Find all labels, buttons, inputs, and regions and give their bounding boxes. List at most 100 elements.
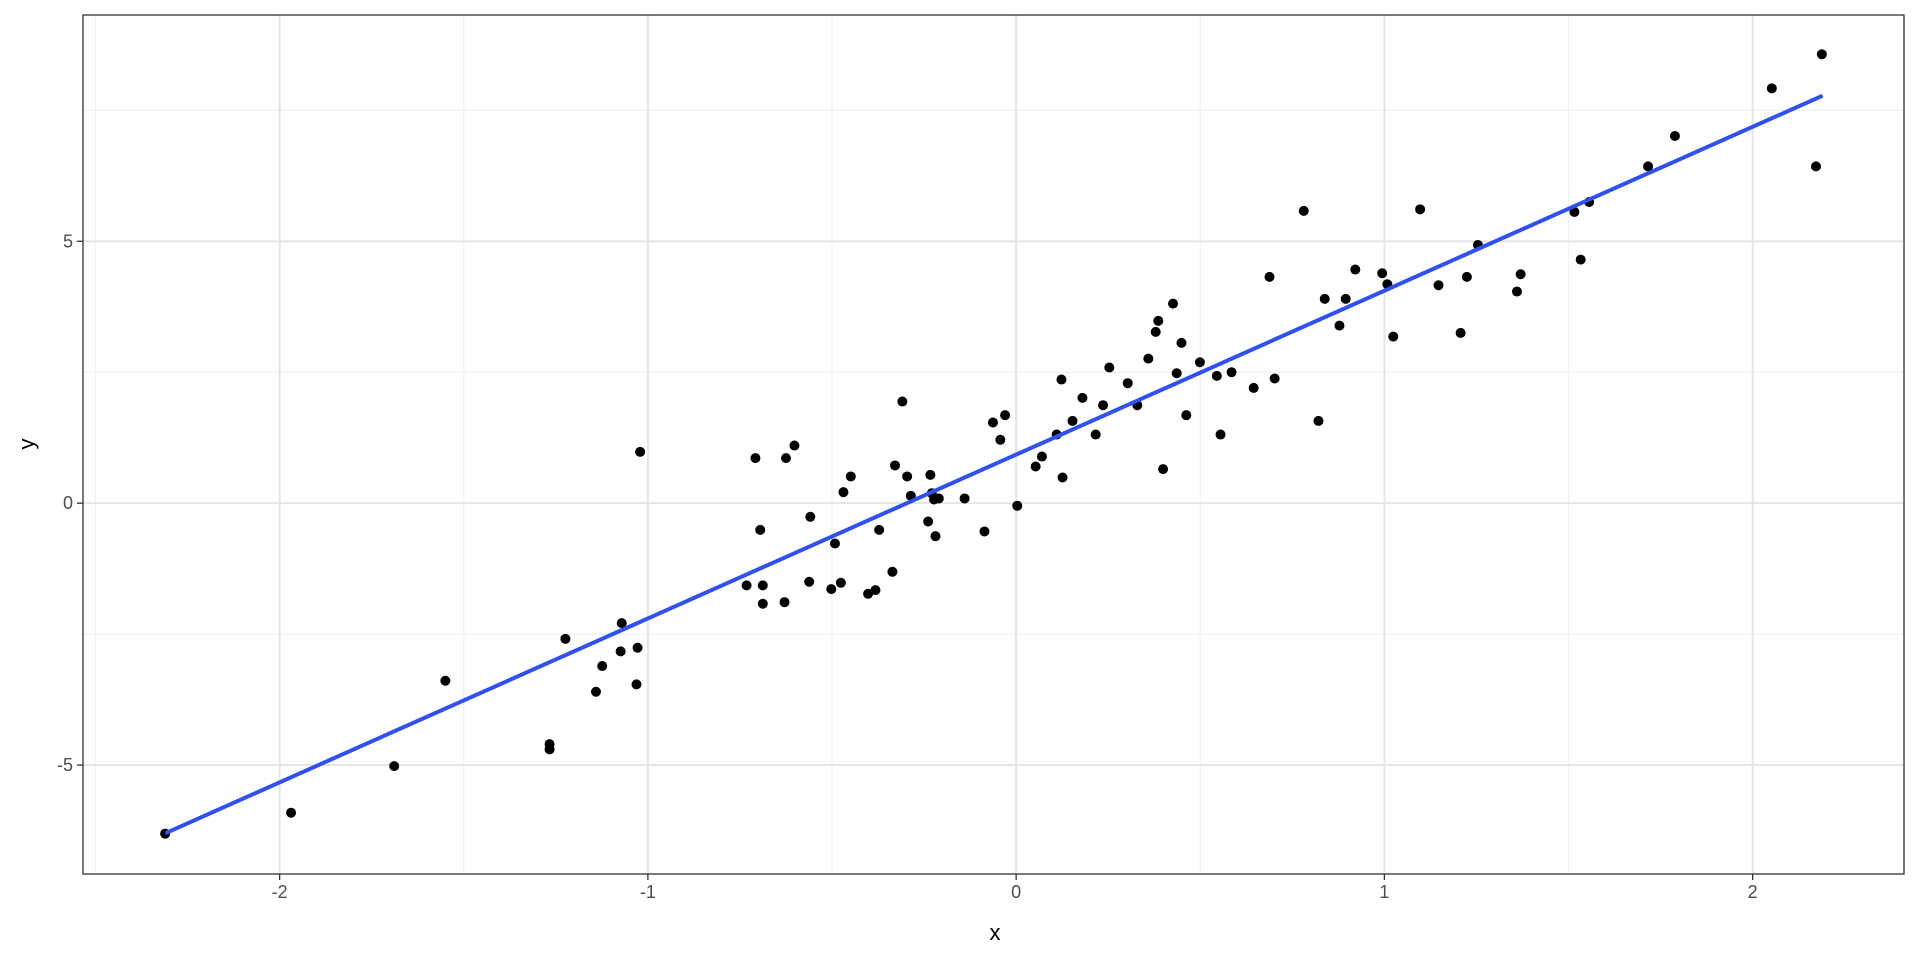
point (1158, 464, 1169, 475)
point (1313, 415, 1324, 426)
point (863, 588, 874, 599)
x-tick-label: -2 (272, 882, 288, 902)
point (1056, 374, 1067, 385)
point (930, 531, 941, 542)
point (757, 580, 768, 591)
x-tick-label: -1 (640, 882, 656, 902)
point (1298, 205, 1309, 216)
point (1388, 331, 1399, 342)
point (1461, 271, 1472, 282)
point (1816, 49, 1827, 60)
point (874, 524, 885, 535)
point (1766, 83, 1777, 94)
point (1319, 293, 1330, 304)
point (889, 460, 900, 471)
point (1226, 367, 1237, 378)
point (838, 487, 849, 498)
point (923, 516, 934, 527)
point (1122, 378, 1133, 389)
point (780, 453, 791, 464)
point (590, 686, 601, 697)
point (779, 597, 790, 608)
point (925, 469, 936, 480)
point (1090, 429, 1101, 440)
point (1104, 362, 1115, 373)
point (741, 580, 752, 591)
fit-line (164, 93, 1824, 835)
point (1569, 206, 1580, 217)
point (1143, 353, 1154, 364)
point (1098, 400, 1109, 411)
point (1643, 161, 1654, 172)
point (897, 396, 908, 407)
point (1176, 337, 1187, 348)
point (1511, 286, 1522, 297)
point (870, 585, 881, 596)
point (440, 675, 451, 686)
point (1150, 326, 1161, 337)
point (1171, 368, 1182, 379)
point (933, 493, 944, 504)
point (616, 618, 627, 629)
x-tick-label: 0 (1011, 882, 1021, 902)
point (987, 417, 998, 428)
point (631, 679, 642, 690)
point (826, 584, 837, 595)
point (560, 633, 571, 644)
point (1012, 500, 1023, 511)
point (1415, 204, 1426, 215)
point (1181, 410, 1192, 421)
point (995, 434, 1006, 445)
point (1057, 472, 1068, 483)
panel-border (82, 14, 1905, 875)
point (1077, 392, 1088, 403)
point (1377, 268, 1388, 279)
point (750, 453, 761, 464)
point (1810, 161, 1821, 172)
point (789, 440, 800, 451)
x-axis-label: x (990, 920, 1001, 945)
point (1433, 280, 1444, 291)
point (902, 471, 913, 482)
point (1036, 451, 1047, 462)
point (635, 446, 646, 457)
point (1669, 130, 1680, 141)
y-tick-label: 0 (63, 493, 73, 513)
point (1030, 461, 1041, 472)
x-tick-label: 1 (1379, 882, 1389, 902)
point (887, 566, 898, 577)
point (1515, 269, 1526, 280)
point (1264, 271, 1275, 282)
point (835, 577, 846, 588)
point (757, 598, 768, 609)
point (805, 511, 816, 522)
point (1334, 320, 1345, 331)
point (829, 538, 840, 549)
y-tick-label: -5 (57, 755, 73, 775)
point (1269, 373, 1280, 384)
point (1215, 429, 1226, 440)
point (979, 526, 990, 537)
point (1067, 415, 1078, 426)
point (755, 524, 766, 535)
point (1194, 357, 1205, 368)
point (544, 744, 555, 755)
point (1248, 382, 1259, 393)
point (632, 642, 643, 653)
point (804, 576, 815, 587)
point (845, 471, 856, 482)
point (1350, 264, 1361, 275)
point (1168, 298, 1179, 309)
point (389, 761, 400, 772)
point (959, 493, 970, 504)
y-axis-label: y (14, 439, 39, 450)
point (1153, 315, 1164, 326)
point (597, 661, 608, 672)
point (615, 646, 626, 657)
y-tick-label: 5 (63, 231, 73, 251)
point (1000, 410, 1011, 421)
point (286, 807, 297, 818)
point (1340, 293, 1351, 304)
